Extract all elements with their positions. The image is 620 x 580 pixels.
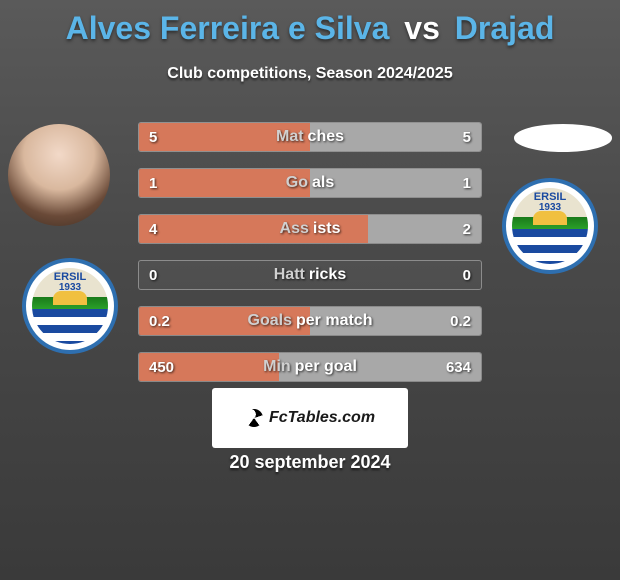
stat-row-gpm: Goalsper match0.2 0.2 — [138, 306, 482, 336]
stat-row-assists: Assists4 2 — [138, 214, 482, 244]
stat-label: Assists — [139, 215, 481, 243]
player1-club-badge: ERSIL 1933 — [22, 258, 118, 354]
page-title: Alves Ferreira e Silva vs Drajad — [0, 0, 620, 47]
value-right: 0.2 — [450, 307, 471, 335]
vs-text: vs — [404, 10, 440, 46]
stats-table: Matches5 5 Goals1 1 Assists4 2 Hattricks0 0 Goal… — [138, 122, 482, 398]
value-left: 450 — [149, 353, 174, 381]
date-text: 20 september 2024 — [0, 452, 620, 473]
stat-row-hattricks: Hattricks0 0 — [138, 260, 482, 290]
stat-row-mpg: Minper goal450 634 — [138, 352, 482, 382]
player1-avatar — [8, 124, 110, 226]
value-left: 4 — [149, 215, 157, 243]
value-left: 0.2 — [149, 307, 170, 335]
value-left: 1 — [149, 169, 157, 197]
branding-text: FcTables.com — [269, 409, 375, 427]
value-left: 0 — [149, 261, 157, 289]
stat-label: Matches — [139, 123, 481, 151]
player2-club-badge: ERSIL 1933 — [502, 178, 598, 274]
stat-row-goals: Goals1 1 — [138, 168, 482, 198]
ball-icon — [245, 409, 263, 427]
branding-box: FcTables.com — [212, 388, 408, 448]
value-right: 1 — [463, 169, 471, 197]
stat-label: Goalsper match — [139, 307, 481, 335]
value-left: 5 — [149, 123, 157, 151]
player2-name: Drajad — [455, 10, 555, 46]
stat-label: Goals — [139, 169, 481, 197]
value-right: 5 — [463, 123, 471, 151]
stat-label: Hattricks — [139, 261, 481, 289]
value-right: 634 — [446, 353, 471, 381]
stat-row-matches: Matches5 5 — [138, 122, 482, 152]
player2-avatar — [514, 124, 612, 152]
subtitle: Club competitions, Season 2024/2025 — [0, 65, 620, 83]
stat-label: Minper goal — [139, 353, 481, 381]
player1-name: Alves Ferreira e Silva — [66, 10, 390, 46]
value-right: 2 — [463, 215, 471, 243]
value-right: 0 — [463, 261, 471, 289]
